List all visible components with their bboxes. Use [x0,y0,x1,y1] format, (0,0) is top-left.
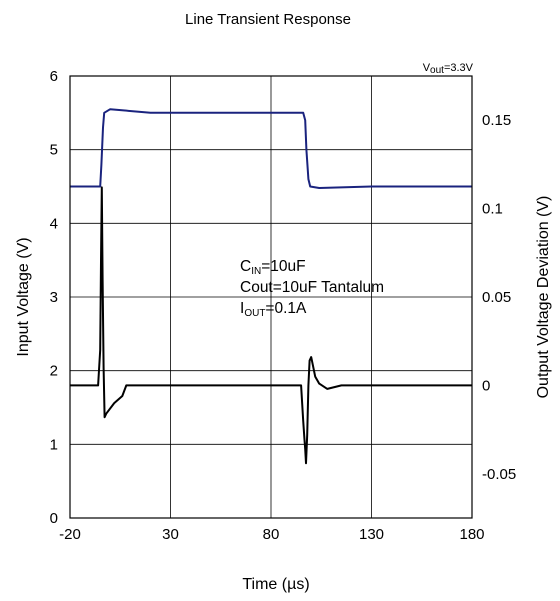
x-tick-label-3: 130 [359,526,384,543]
y-left-tick-label-4: 4 [50,215,58,232]
annotation-line-3: IOUT=0.1A [240,300,307,319]
y-right-tick-label-3: 0 [482,377,490,394]
y-axis-right-label: Output Voltage Deviation (V) [535,196,552,399]
y-left-tick-label-2: 2 [50,363,58,380]
x-axis-label: Time (µs) [242,576,309,593]
x-tick-label-1: 30 [162,526,179,543]
y-left-tick-label-1: 1 [50,436,58,453]
y-left-tick-label-3: 3 [50,289,58,306]
chart-title: Line Transient Response [185,11,351,28]
vout-label: Vout=3.3V [423,62,474,76]
annotation-line-1: CIN=10uF [240,258,306,277]
y-right-tick-label-0: 0.15 [482,112,511,129]
annotation-line-2: Cout=10uF Tantalum [240,279,384,296]
y-left-tick-label-0: 0 [50,510,58,527]
y-left-tick-label-6: 6 [50,68,58,85]
y-right-tick-label-1: 0.1 [482,201,503,218]
annotation: CIN=10uF Cout=10uF Tantalum IOUT=0.1A [240,258,384,319]
grid [70,76,472,518]
y-right-tick-label-4: -0.05 [482,466,516,483]
y-left-tick-label-5: 5 [50,142,58,159]
x-tick-label-0: -20 [59,526,81,543]
y-right-tick-label-2: 0.05 [482,289,511,306]
x-tick-label-4: 180 [459,526,484,543]
x-tick-label-2: 80 [263,526,280,543]
y-axis-left-label: Input Voltage (V) [15,237,32,356]
